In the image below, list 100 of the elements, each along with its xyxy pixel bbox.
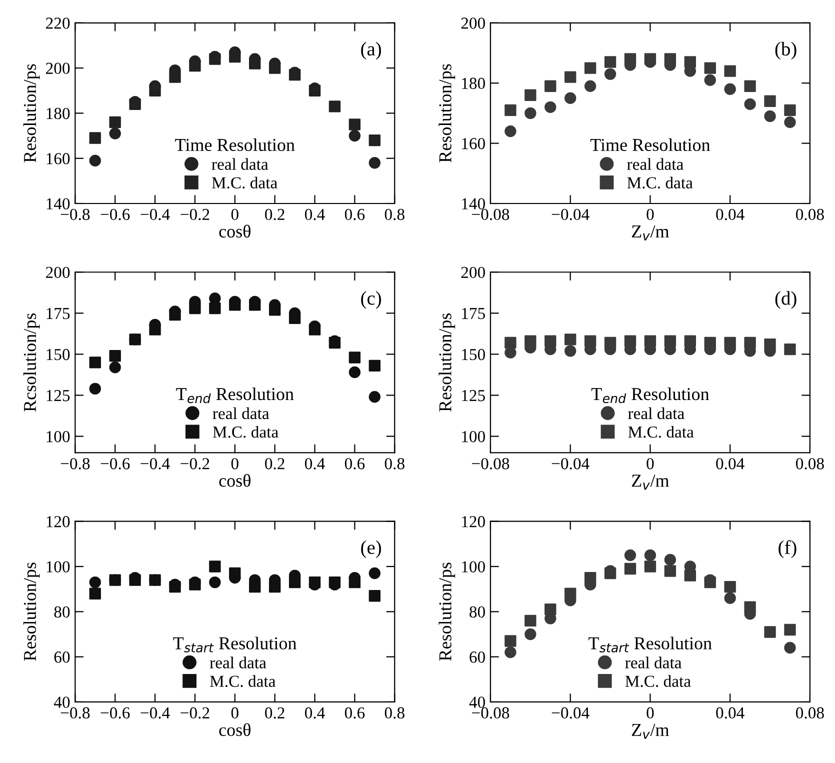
point: [584, 62, 596, 74]
point: [764, 95, 776, 107]
point: [328, 100, 341, 112]
point: [504, 635, 516, 647]
point: [129, 574, 141, 586]
point: [644, 53, 656, 65]
point: [544, 335, 556, 347]
point: [348, 576, 361, 588]
point: [169, 580, 181, 593]
point: [249, 580, 261, 593]
x-tick-label: −0.08: [472, 208, 510, 220]
y-tick-label: 125: [462, 390, 485, 402]
x-tick-label: −0.6: [100, 208, 130, 220]
y-tick-label: 40: [469, 696, 485, 708]
point: [524, 628, 536, 640]
x-tick-label: 0: [646, 458, 654, 470]
x-tick-label: 0.08: [796, 458, 824, 470]
point: [268, 580, 281, 593]
x-tick-label: 0.08: [796, 707, 824, 719]
point: [368, 590, 381, 602]
y-tick-label: 100: [46, 431, 70, 442]
x-tick-label: 0.8: [384, 707, 404, 719]
point: [169, 308, 181, 321]
y-axis-title: Rcsolution/ps: [23, 313, 40, 412]
legend-label: M.C. data: [627, 176, 693, 189]
x-tick-label: −0.6: [100, 707, 130, 719]
point: [229, 567, 241, 580]
point: [764, 338, 776, 350]
point: [784, 104, 796, 116]
x-axis-title: Z$_{v}$/m: [632, 724, 670, 739]
x-axis-title: Z$_{v}$/m: [632, 225, 670, 240]
point: [544, 604, 556, 616]
point: [584, 335, 596, 347]
point: [189, 578, 201, 590]
point: [149, 324, 161, 336]
point: [288, 312, 301, 324]
y-tick-label: 175: [462, 308, 485, 320]
point: [684, 56, 696, 68]
y-tick-label: 150: [46, 348, 70, 360]
point: [348, 130, 361, 142]
x-tick-label: 0.2: [265, 707, 284, 719]
point: [348, 366, 361, 378]
x-tick-label: 0: [231, 208, 238, 220]
point: [89, 588, 101, 600]
point: [604, 336, 616, 349]
point: [724, 65, 736, 77]
point: [564, 92, 576, 104]
legend-title: Time Resolution: [175, 138, 295, 152]
point: [89, 576, 101, 588]
annotation: (c): [361, 291, 381, 309]
point: [368, 391, 381, 403]
point: [624, 549, 636, 562]
y-tick-label: 180: [46, 108, 70, 120]
x-tick-label: 0.4: [304, 707, 325, 719]
point: [504, 104, 516, 116]
point: [704, 576, 716, 588]
y-axis-title: Resolution/ps: [438, 64, 456, 162]
x-tick-label: −0.4: [140, 208, 170, 220]
point: [724, 83, 736, 95]
legend-label: real data: [625, 656, 682, 668]
y-tick-label: 140: [462, 198, 485, 210]
point: [149, 84, 161, 96]
x-tick-label: 0.04: [716, 208, 744, 220]
annotation: (b): [775, 42, 796, 60]
x-axis-title: Z$_{v}$/m: [632, 474, 670, 490]
y-tick-label: 120: [462, 516, 485, 528]
point: [664, 335, 676, 347]
point: [249, 299, 261, 311]
point: [268, 304, 281, 316]
point: [764, 110, 776, 122]
point: [169, 71, 181, 83]
point: [704, 336, 716, 349]
point: [784, 624, 796, 636]
x-tick-label: 0.08: [796, 208, 824, 220]
point: [604, 56, 616, 68]
point: [109, 116, 121, 128]
x-tick-label: 0: [231, 458, 238, 470]
y-tick-label: 120: [46, 516, 70, 528]
legend-label: real data: [210, 656, 266, 668]
point: [109, 362, 121, 374]
x-tick-label: −0.04: [552, 707, 590, 719]
x-tick-label: −0.2: [180, 707, 210, 719]
point: [504, 646, 516, 658]
point: [209, 576, 221, 588]
legend-title: T$_{start}$ Resolution: [173, 636, 296, 652]
legend-label: M.C. data: [212, 176, 278, 189]
y-tick-label: 80: [54, 606, 70, 618]
point: [504, 125, 516, 138]
x-tick-label: 0.2: [265, 458, 284, 470]
point: [724, 336, 736, 349]
point: [89, 356, 101, 368]
point: [744, 601, 756, 613]
annotation: (d): [775, 291, 796, 309]
point: [664, 53, 676, 65]
point: [288, 68, 301, 81]
y-tick-label: 100: [46, 561, 70, 572]
y-tick-label: 160: [46, 153, 70, 164]
point: [249, 58, 261, 70]
x-tick-label: −0.04: [552, 458, 590, 470]
point: [624, 562, 636, 575]
